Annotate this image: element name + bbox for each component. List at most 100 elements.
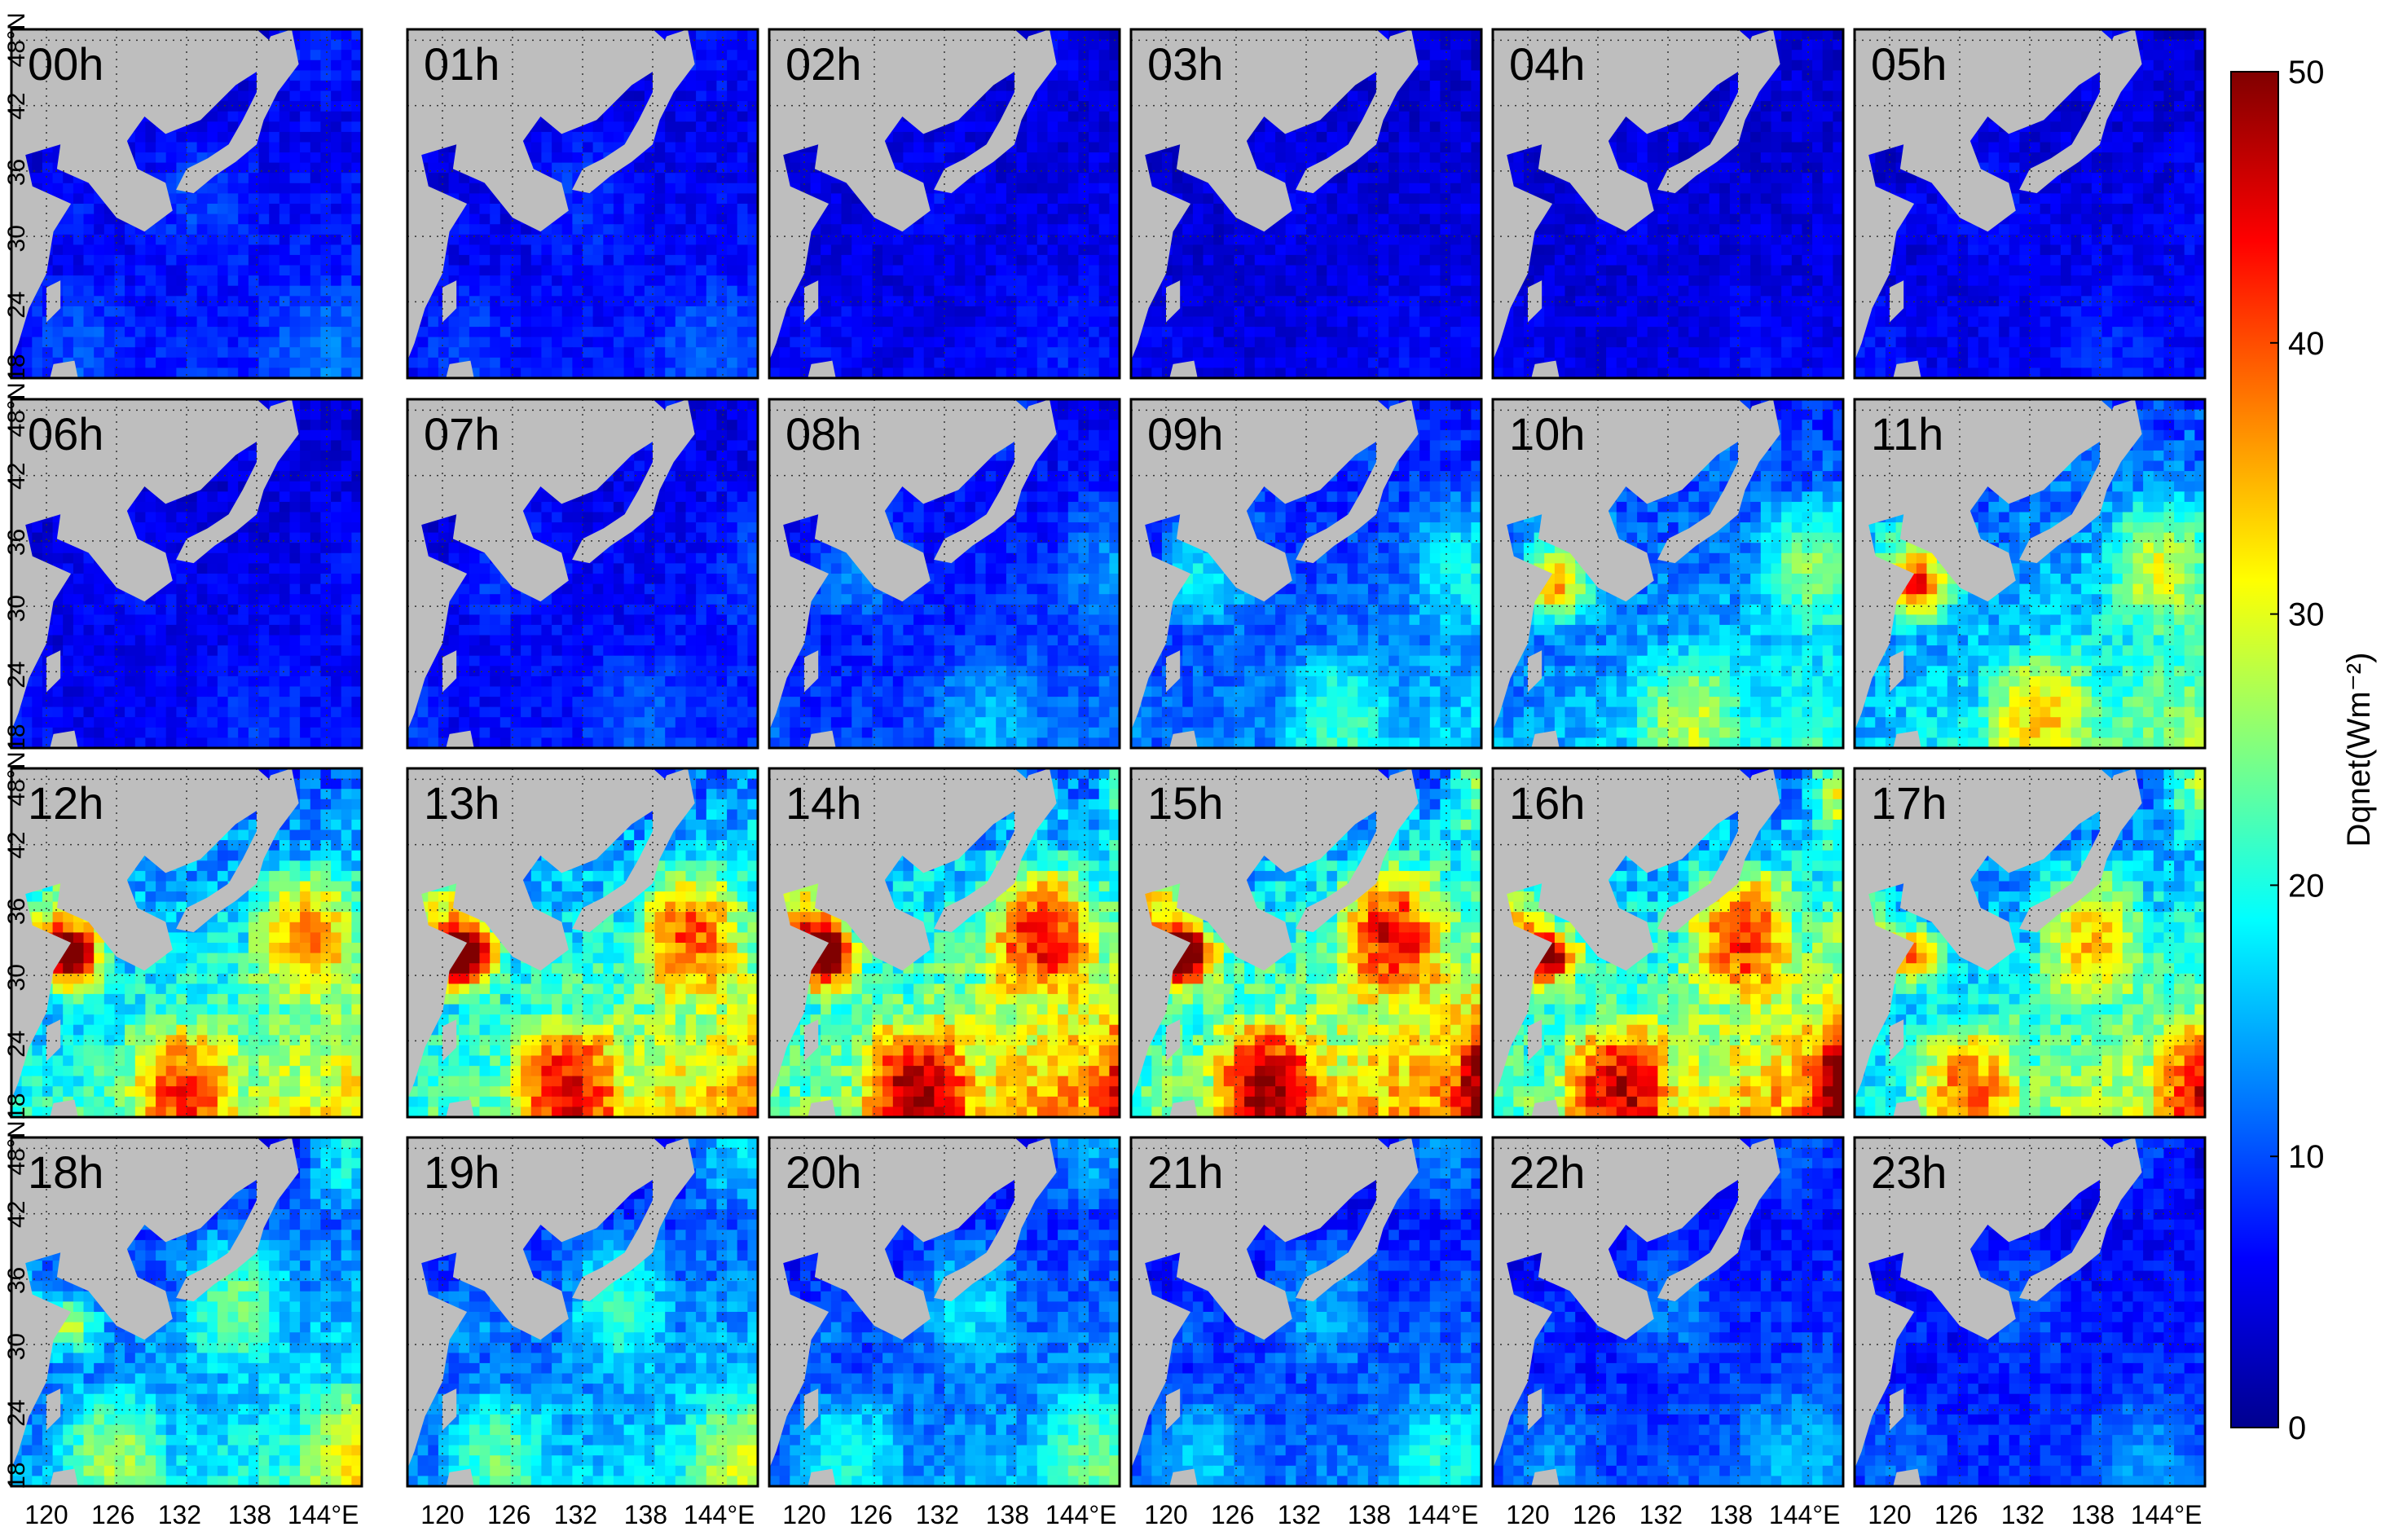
heat-cell (1368, 317, 1379, 328)
heat-cell (903, 275, 913, 286)
heat-cell (1358, 214, 1368, 225)
heat-cell (1317, 327, 1327, 337)
heat-cell (1419, 81, 1430, 91)
heat-cell (228, 296, 239, 306)
heat-cell (104, 255, 115, 266)
heat-cell (706, 91, 717, 102)
heat-cell (913, 244, 924, 255)
heat-cell (197, 121, 208, 132)
heat-cell (521, 286, 531, 297)
heat-cell (115, 275, 125, 286)
heat-cell (1781, 91, 1792, 102)
heat-cell (1440, 235, 1450, 245)
heat-cell (511, 327, 521, 337)
heat-cell (1017, 193, 1028, 204)
heat-cell (996, 306, 1006, 317)
heat-cell (94, 306, 104, 317)
heat-cell (944, 224, 955, 235)
heat-cell (1430, 40, 1441, 51)
heat-cell (676, 358, 686, 368)
heat-cell (1017, 173, 1028, 183)
heat-cell (541, 244, 552, 255)
heat-cell (1255, 286, 1265, 297)
heat-cell (1089, 163, 1099, 174)
heat-cell (135, 152, 146, 163)
heat-cell (249, 358, 259, 368)
heat-cell (1265, 163, 1275, 174)
heat-cell (94, 275, 104, 286)
heat-cell (290, 255, 301, 266)
heat-cell (1337, 266, 1348, 276)
heat-cell (624, 204, 635, 214)
heat-cell (716, 193, 727, 204)
heat-cell (1440, 163, 1450, 174)
heat-cell (187, 244, 197, 255)
heat-cell (1275, 296, 1286, 306)
heat-cell (1173, 255, 1183, 266)
heat-cell (541, 132, 552, 143)
heat-cell (73, 255, 84, 266)
heat-cell (1244, 347, 1255, 358)
heat-cell (1461, 306, 1472, 317)
heat-cell (1078, 81, 1089, 91)
heat-cell (300, 40, 310, 51)
heat-cell (934, 193, 944, 204)
heat-cell (624, 286, 635, 297)
heat-cell (500, 235, 511, 245)
heat-cell (1182, 224, 1193, 235)
heat-cell (541, 358, 552, 368)
heat-cell (1317, 224, 1327, 235)
heat-cell (207, 296, 218, 306)
heat-cell (1048, 112, 1058, 122)
heat-cell (320, 101, 331, 112)
heat-cell (1068, 275, 1079, 286)
heat-cell (104, 317, 115, 328)
heat-cell (1089, 132, 1099, 143)
heat-cell (583, 143, 593, 153)
heat-cell (480, 337, 491, 348)
heat-cell (1048, 255, 1058, 266)
heat-cell (84, 327, 95, 337)
heat-cell (104, 306, 115, 317)
heat-cell (1812, 70, 1823, 81)
heat-cell (1058, 214, 1068, 225)
heat-cell (228, 337, 239, 348)
heat-cell (1306, 152, 1317, 163)
heat-cell (1388, 112, 1399, 122)
heat-cell (145, 317, 156, 328)
heat-cell (913, 163, 924, 174)
heat-cell (686, 183, 697, 194)
heat-cell (603, 112, 614, 122)
heat-cell (269, 143, 279, 153)
heat-cell (63, 286, 73, 297)
heat-cell (996, 347, 1006, 358)
heat-cell (187, 337, 197, 348)
heat-cell (624, 347, 635, 358)
heat-cell (852, 306, 862, 317)
heat-cell (1419, 91, 1430, 102)
heat-cell (1440, 204, 1450, 214)
heat-cell (842, 337, 852, 348)
heat-cell (944, 255, 955, 266)
heat-cell (1078, 193, 1089, 204)
heat-cell (986, 224, 997, 235)
heat-cell (228, 214, 239, 225)
heat-cell (686, 347, 697, 358)
heat-cell (320, 81, 331, 91)
heat-cell (1440, 193, 1450, 204)
heat-cell (1399, 275, 1410, 286)
heat-cell (913, 337, 924, 348)
heat-cell (1058, 101, 1068, 112)
heat-cell (269, 286, 279, 297)
heat-cell (1162, 163, 1173, 174)
heat-cell (1048, 121, 1058, 132)
heat-cell (706, 306, 717, 317)
heat-cell (1224, 296, 1234, 306)
heat-cell (965, 327, 975, 337)
heat-cell (1255, 347, 1265, 358)
heat-cell (1182, 306, 1193, 317)
heat-cell (1078, 358, 1089, 368)
heat-cell (1078, 143, 1089, 153)
heat-cell (1275, 152, 1286, 163)
heat-cell (94, 317, 104, 328)
